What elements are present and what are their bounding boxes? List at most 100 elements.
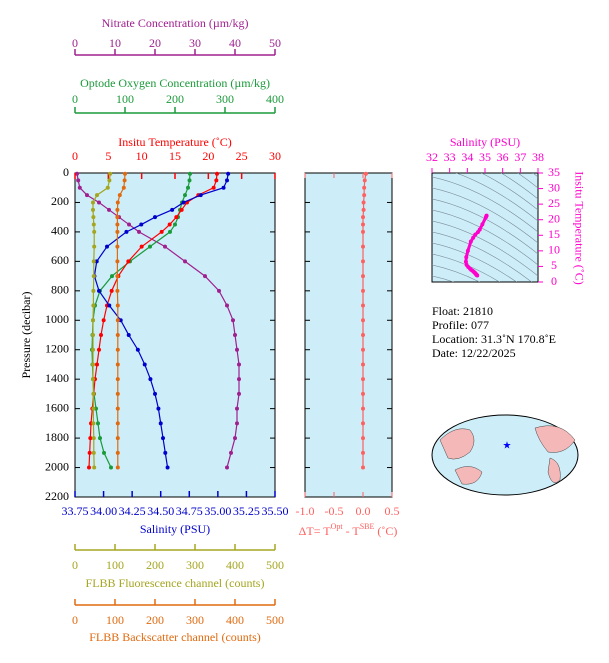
delta-plot-area [304, 172, 393, 498]
float-info: Float: 21810 [432, 304, 493, 318]
density-contour [432, 231, 533, 282]
profile-point [126, 333, 131, 337]
profile-point [115, 200, 120, 205]
profile-point [91, 421, 96, 426]
profile-point [198, 193, 203, 198]
delta-point [361, 215, 365, 220]
delta-point [361, 244, 365, 249]
y-tick-label: 1200 [45, 341, 69, 355]
x-tick-label: 34.50 [147, 504, 174, 518]
profile-point [94, 259, 99, 264]
profile-point [109, 465, 113, 470]
delta-axis-title-part: Opt [331, 522, 344, 531]
profile-point [115, 318, 120, 323]
profile-point [96, 421, 100, 426]
y-tick-label: 800 [51, 283, 69, 297]
profile-point [121, 185, 126, 190]
map-land [454, 466, 483, 485]
profile-point [174, 215, 179, 220]
x-tick-label: 300 [186, 613, 204, 627]
profile-point [186, 185, 190, 190]
profile-point [102, 450, 106, 455]
delta-point [361, 391, 365, 396]
delta-point [361, 200, 366, 205]
x-tick-label: 25 [236, 149, 248, 163]
delta-point [363, 171, 368, 176]
profile-point [91, 450, 96, 455]
map-land [547, 457, 561, 483]
x-tick-label: 30 [269, 149, 281, 163]
x-tick-label: 0.5 [385, 504, 400, 518]
ts-point [464, 255, 469, 260]
x-tick-label: 200 [146, 613, 164, 627]
y-tick-label: 10 [548, 243, 560, 257]
float-info: Date: 12/22/2025 [432, 346, 516, 360]
profile-point [85, 193, 89, 198]
ts-point [475, 230, 480, 235]
delta-point [361, 333, 365, 337]
x-axis-title: FLBB Backscatter channel (counts) [89, 630, 261, 644]
profile-point [168, 229, 172, 234]
density-contour [432, 176, 538, 233]
y-tick-label: 0 [551, 274, 557, 288]
profile-point [115, 215, 120, 220]
x-tick-label: 0 [72, 92, 78, 106]
profile-point [115, 347, 120, 352]
y-tick-label: 600 [51, 253, 69, 267]
float-location-marker: ★ [503, 440, 512, 451]
x-axis-title: Insitu Temperature (˚C) [118, 135, 232, 149]
profile-point [91, 347, 95, 352]
profile-point [117, 193, 122, 198]
x-axis-title: Optode Oxygen Concentration (µm/kg) [80, 76, 270, 90]
delta-point [362, 185, 367, 190]
y-tick-label: 20 [548, 211, 560, 225]
profile-point [91, 436, 96, 441]
profile-point [148, 244, 152, 249]
delta-point [362, 178, 367, 183]
profile-point [115, 274, 120, 279]
profile-point [87, 450, 92, 455]
x-tick-label: 400 [266, 92, 284, 106]
x-tick-label: 20 [149, 36, 161, 50]
profile-point [226, 171, 231, 176]
ts-point [480, 222, 485, 227]
y-tick-label: 30 [548, 180, 560, 194]
profile-point [235, 347, 239, 352]
profile-point [115, 288, 120, 293]
x-tick-label: 0 [72, 149, 78, 163]
delta-point [361, 259, 365, 264]
x-tick-label: 0 [72, 558, 78, 572]
x-axis-title: Nitrate Concentration (µm/kg) [102, 16, 249, 30]
x-tick-label: 10 [109, 36, 121, 50]
x-tick-label: 0.0 [356, 504, 371, 518]
profile-point [127, 222, 131, 227]
x-tick-label: 400 [226, 558, 244, 572]
x-tick-label: 35 [479, 150, 491, 164]
profile-point [118, 318, 123, 323]
ts-point [465, 248, 470, 253]
profile-point [91, 377, 95, 382]
profile-point [91, 406, 96, 411]
profile-point [105, 244, 109, 249]
y-tick-label: 0 [63, 165, 69, 179]
profile-point [161, 436, 165, 441]
ts-plot-area [431, 172, 539, 283]
profile-point [187, 178, 192, 183]
profile-point [115, 465, 120, 470]
profile-point [91, 222, 96, 227]
profile-point [231, 318, 235, 323]
delta-point [361, 465, 365, 470]
profile-point [139, 244, 144, 249]
delta-point [361, 450, 365, 455]
profile-point [91, 288, 96, 293]
ts-point [475, 273, 480, 278]
profile-point [163, 244, 167, 249]
profile-point [225, 178, 229, 183]
x-tick-label: 38 [532, 150, 544, 164]
profile-point [165, 465, 170, 470]
profile-point [126, 259, 131, 264]
profile-point [183, 193, 187, 198]
delta-axis-title: ΔT= TOpt - TSBE (˚C) [299, 522, 398, 538]
x-tick-label: 34.25 [119, 504, 146, 518]
